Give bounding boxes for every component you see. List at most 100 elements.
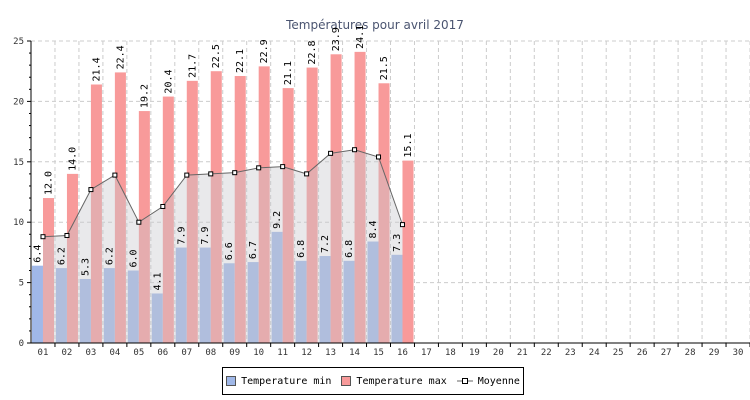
- bar-min: [367, 241, 379, 343]
- y-tick-label: 0: [19, 339, 24, 349]
- data-label-max: 21.5: [379, 56, 390, 80]
- data-label-min: 7.2: [320, 235, 331, 253]
- average-point: [376, 154, 382, 160]
- bar-max: [234, 76, 246, 344]
- x-tick-label: 26: [637, 348, 648, 358]
- x-tick-label: 18: [445, 348, 456, 358]
- x-tick-label: 25: [613, 348, 624, 358]
- data-label-min: 6.2: [104, 247, 115, 265]
- x-tick-label: 28: [685, 348, 696, 358]
- x-tick-label: 19: [469, 348, 480, 358]
- bar-max: [402, 160, 414, 343]
- bar-max: [90, 84, 102, 343]
- data-label-min: 7.9: [176, 227, 187, 245]
- data-label-min: 6.0: [128, 249, 139, 267]
- y-tick-label: 25: [13, 37, 24, 47]
- average-point: [399, 222, 405, 228]
- average-point: [304, 171, 310, 177]
- bar-max: [138, 111, 150, 344]
- x-tick-label: 27: [661, 348, 672, 358]
- x-tick-label: 20: [493, 348, 504, 358]
- bar-min: [79, 278, 91, 343]
- bar-max: [330, 54, 342, 344]
- legend-swatch-max: [341, 376, 352, 386]
- legend-swatch-min: [226, 376, 237, 386]
- y-tick-label: 10: [13, 218, 24, 228]
- legend-line-icon: [456, 378, 473, 384]
- chart-title: Températures pour avril 2017: [285, 18, 464, 32]
- data-label-max: 22.9: [259, 39, 270, 63]
- average-point: [328, 150, 334, 156]
- data-label-min: 8.4: [368, 220, 379, 238]
- bar-min: [199, 247, 211, 343]
- data-label-min: 6.8: [344, 240, 355, 258]
- bar-max: [306, 67, 318, 344]
- bar-max: [210, 71, 222, 343]
- data-label-max: 22.5: [211, 44, 222, 68]
- data-label-min: 6.8: [296, 240, 307, 258]
- average-point: [136, 219, 142, 225]
- bar-max: [42, 198, 55, 343]
- x-tick-label: 08: [205, 348, 216, 358]
- average-point: [40, 234, 46, 240]
- x-tick-label: 13: [325, 348, 336, 358]
- bar-min: [343, 260, 355, 343]
- bar-max: [66, 173, 78, 343]
- x-tick-label: 06: [157, 348, 168, 358]
- bar-min: [271, 231, 283, 343]
- bar-min: [223, 263, 235, 343]
- legend: Temperature min Temperature max Moyenne: [222, 367, 524, 395]
- bar-min: [127, 270, 139, 343]
- x-tick-label: 15: [373, 348, 384, 358]
- x-tick-label: 14: [349, 348, 360, 358]
- x-tick-label: 24: [589, 348, 600, 358]
- legend-item-avg: Moyenne: [456, 376, 520, 387]
- average-area: [42, 149, 403, 343]
- bar-min: [319, 256, 331, 343]
- x-tick-label: 10: [253, 348, 264, 358]
- bar-max: [354, 51, 366, 343]
- average-point: [64, 232, 70, 238]
- data-label-max: 24.1: [355, 25, 366, 49]
- data-label-min: 6.4: [32, 245, 43, 263]
- y-tick-label: 5: [19, 279, 24, 289]
- bar-max: [186, 80, 198, 343]
- x-tick-label: 04: [109, 348, 120, 358]
- y-tick-label: 15: [13, 158, 24, 168]
- bar-min: [295, 260, 307, 343]
- data-label-max: 22.8: [307, 40, 318, 64]
- legend-label-min: Temperature min: [241, 375, 332, 387]
- x-tick-label: 11: [277, 348, 288, 358]
- average-point: [208, 171, 214, 177]
- x-tick-label: 02: [62, 348, 73, 358]
- data-label-min: 6.7: [248, 241, 259, 259]
- average-point: [160, 203, 166, 209]
- data-label-min: 9.2: [272, 211, 283, 229]
- average-point: [352, 147, 358, 153]
- data-label-max: 20.4: [163, 69, 174, 93]
- x-tick-label: 23: [565, 348, 576, 358]
- data-label-min: 7.9: [200, 227, 211, 245]
- average-point: [280, 164, 286, 170]
- legend-item-max: Temperature max: [341, 376, 447, 387]
- bar-min: [151, 293, 163, 343]
- bar-min: [175, 247, 187, 343]
- data-label-max: 15.1: [403, 133, 414, 157]
- average-line: [42, 149, 403, 238]
- data-label-min: 4.1: [152, 272, 163, 290]
- bar-min: [391, 254, 403, 343]
- average-point: [88, 187, 94, 193]
- data-label-max: 22.1: [235, 49, 246, 73]
- legend-item-min: Temperature min: [226, 376, 331, 387]
- data-label-min: 7.3: [392, 234, 403, 252]
- data-label-min: 5.3: [80, 258, 91, 276]
- x-tick-label: 16: [397, 348, 408, 358]
- data-label-max: 14.0: [67, 147, 78, 171]
- x-tick-label: 30: [733, 348, 744, 358]
- x-tick-label: 22: [541, 348, 552, 358]
- x-tick-label: 17: [421, 348, 432, 358]
- average-point: [184, 172, 190, 178]
- data-label-max: 21.1: [283, 61, 294, 85]
- bar-max: [378, 83, 390, 343]
- bar-min: [247, 262, 259, 343]
